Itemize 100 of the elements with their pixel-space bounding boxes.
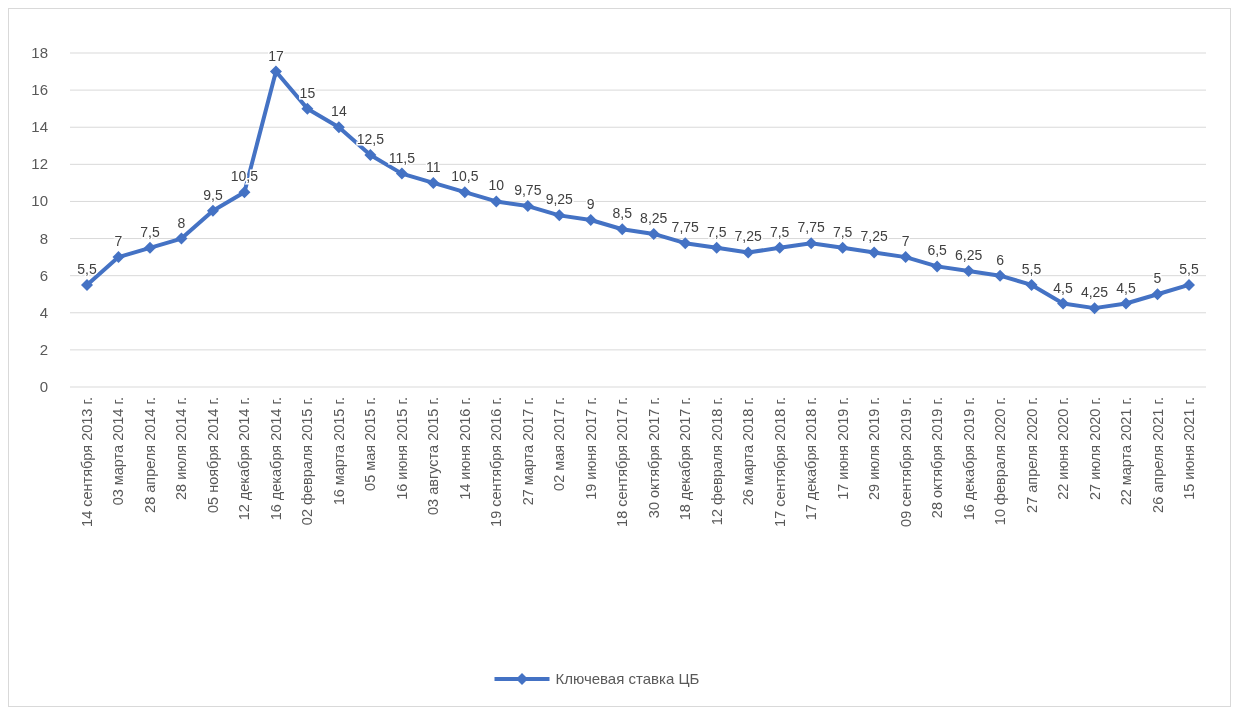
x-tick-label: 16 декабря 2019 г. [960, 397, 977, 521]
point [175, 232, 188, 245]
data-label: 4,5 [1053, 279, 1073, 296]
data-label: 15 [299, 84, 316, 101]
y-tick-label: 12 [31, 155, 48, 173]
point [994, 269, 1007, 282]
data-label: 12,5 [356, 131, 385, 148]
x-tick-label: 16 марта 2015 г. [330, 397, 347, 506]
data-label: 7,5 [706, 223, 727, 240]
x-tick-label: 28 апреля 2014 г. [141, 397, 158, 513]
point [1151, 288, 1164, 301]
x-tick-label: 22 июня 2020 г. [1055, 397, 1072, 500]
x-tick-label: 18 декабря 2017 г. [677, 397, 694, 521]
y-tick-label: 6 [39, 266, 48, 284]
point [206, 204, 219, 217]
data-label: 6 [996, 251, 1005, 268]
x-tick-label: 10 февраля 2020 г. [992, 397, 1009, 526]
data-label: 7,5 [832, 223, 853, 240]
x-tick-label: 15 июня 2021 г. [1181, 397, 1197, 500]
x-tick-label: 17 июня 2019 г. [834, 397, 851, 500]
data-label: 8,5 [612, 205, 633, 222]
data-label: 7 [901, 233, 910, 250]
point [301, 102, 314, 115]
x-tick-label: 12 декабря 2014 г. [236, 397, 253, 521]
y-tick-label: 4 [39, 303, 48, 321]
data-label: 5,5 [1179, 260, 1199, 277]
data-label: 7,75 [671, 219, 700, 236]
point [773, 241, 786, 254]
point [1057, 297, 1070, 310]
x-tick-label: 14 июня 2016 г. [456, 397, 473, 500]
point [364, 149, 377, 162]
point [1025, 278, 1038, 291]
y-tick-label: 18 [31, 44, 48, 61]
x-tick-label: 26 марта 2018 г. [740, 397, 757, 506]
data-label: 8 [177, 214, 186, 231]
y-tick-label: 10 [31, 192, 48, 210]
x-tick-label: 09 сентября 2019 г. [897, 397, 914, 527]
point [395, 167, 408, 180]
data-label: 5 [1153, 270, 1162, 287]
point [742, 246, 755, 259]
data-label: 8,25 [640, 209, 668, 226]
x-tick-label: 18 сентября 2017 г. [614, 397, 631, 527]
data-label: 10 [488, 177, 505, 194]
data-label: 5,5 [1021, 260, 1042, 277]
data-label: 11,5 [388, 149, 416, 166]
point [868, 246, 881, 259]
point [1183, 278, 1195, 291]
point [143, 241, 156, 254]
data-label: 7,5 [769, 223, 790, 240]
y-tick-label: 14 [31, 118, 48, 136]
x-tick-label: 27 марта 2017 г. [519, 397, 536, 506]
point [899, 251, 912, 264]
x-tick-label: 30 октября 2017 г. [645, 397, 662, 519]
data-label: 6,25 [954, 247, 983, 264]
x-tick-label: 28 июля 2014 г. [173, 397, 190, 500]
x-tick-label: 05 мая 2015 г. [362, 397, 379, 491]
x-tick-label: 28 октября 2019 г. [929, 397, 946, 519]
x-tick-label: 19 сентября 2016 г. [488, 397, 505, 527]
data-label: 7,75 [797, 219, 826, 236]
y-tick-label: 8 [39, 229, 48, 247]
x-tick-label: 27 июля 2020 г. [1086, 397, 1103, 500]
x-tick-label: 27 апреля 2020 г. [1023, 397, 1040, 513]
x-tick-label: 22 марта 2021 г. [1118, 397, 1135, 506]
y-tick-label: 2 [39, 340, 48, 358]
data-label: 4,25 [1080, 284, 1109, 301]
point [458, 186, 471, 199]
point [1088, 302, 1101, 315]
x-tick-label: 02 мая 2017 г. [551, 397, 568, 491]
x-tick-label: 16 декабря 2014 г. [267, 397, 284, 521]
x-tick-label: 02 февраля 2015 г. [299, 397, 316, 526]
data-label: 7 [114, 233, 123, 250]
data-label: 9,75 [514, 182, 542, 199]
point [490, 195, 503, 208]
data-label: 9 [586, 196, 595, 212]
point [427, 176, 440, 189]
x-tick-label: 12 февраля 2018 г. [708, 397, 725, 526]
data-label: 10,5 [451, 168, 479, 185]
x-tick-label: 29 июля 2019 г. [866, 397, 883, 500]
point [81, 278, 93, 291]
data-label: 4,5 [1116, 279, 1136, 296]
data-label: 14 [331, 103, 347, 120]
data-label: 6,5 [927, 242, 948, 259]
x-tick-label: 03 августа 2015 г. [425, 397, 442, 515]
point [1120, 297, 1133, 310]
data-label: 7,25 [734, 228, 763, 245]
data-label: 11 [426, 158, 441, 175]
point [112, 251, 125, 264]
x-tick-label: 26 апреля 2021 г. [1149, 397, 1166, 513]
data-label: 17 [268, 47, 284, 64]
x-tick-label: 19 июня 2017 г. [582, 397, 599, 500]
x-tick-label: 14 сентября 2013 г. [79, 397, 95, 527]
x-tick-label: 17 декабря 2018 г. [803, 397, 820, 521]
point [332, 121, 345, 134]
data-label: 5,5 [77, 260, 97, 277]
y-tick-label: 16 [31, 81, 48, 99]
x-tick-label: 05 ноября 2014 г. [204, 397, 221, 513]
data-label: 7,5 [140, 223, 160, 240]
data-label: 7,25 [860, 228, 888, 245]
data-label: 9,25 [545, 191, 574, 208]
x-tick-label: 16 июня 2015 г. [393, 397, 410, 500]
